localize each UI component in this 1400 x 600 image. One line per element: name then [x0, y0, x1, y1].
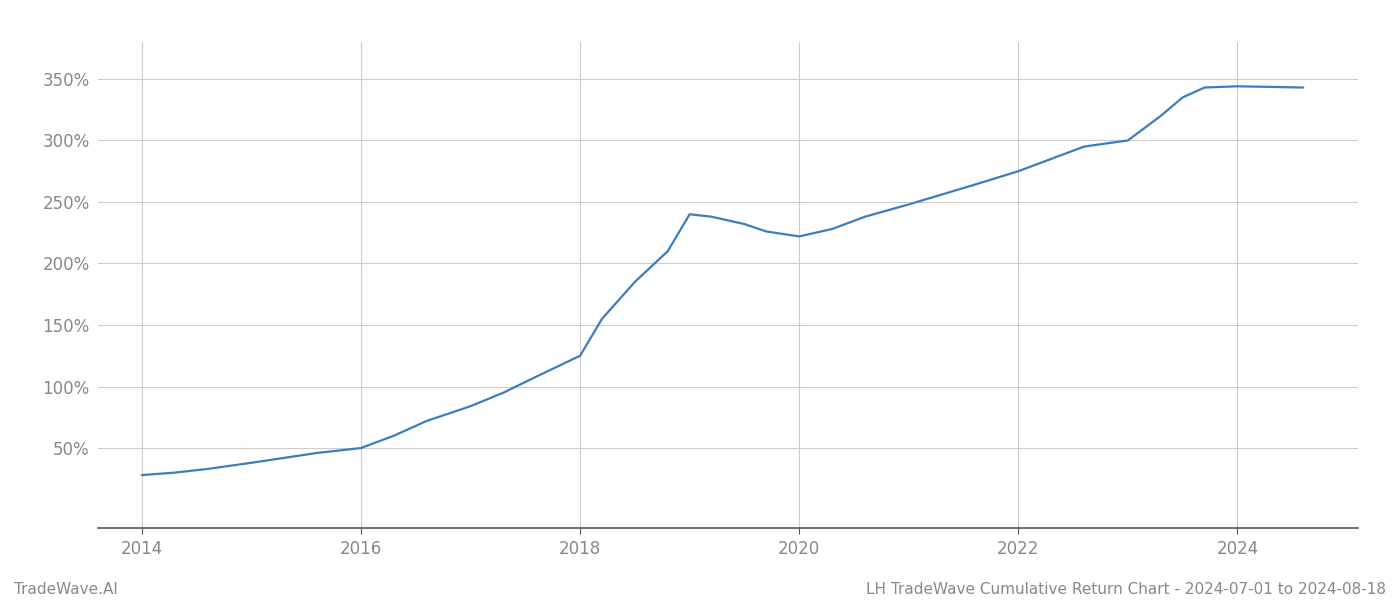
Text: TradeWave.AI: TradeWave.AI: [14, 582, 118, 597]
Text: LH TradeWave Cumulative Return Chart - 2024-07-01 to 2024-08-18: LH TradeWave Cumulative Return Chart - 2…: [867, 582, 1386, 597]
